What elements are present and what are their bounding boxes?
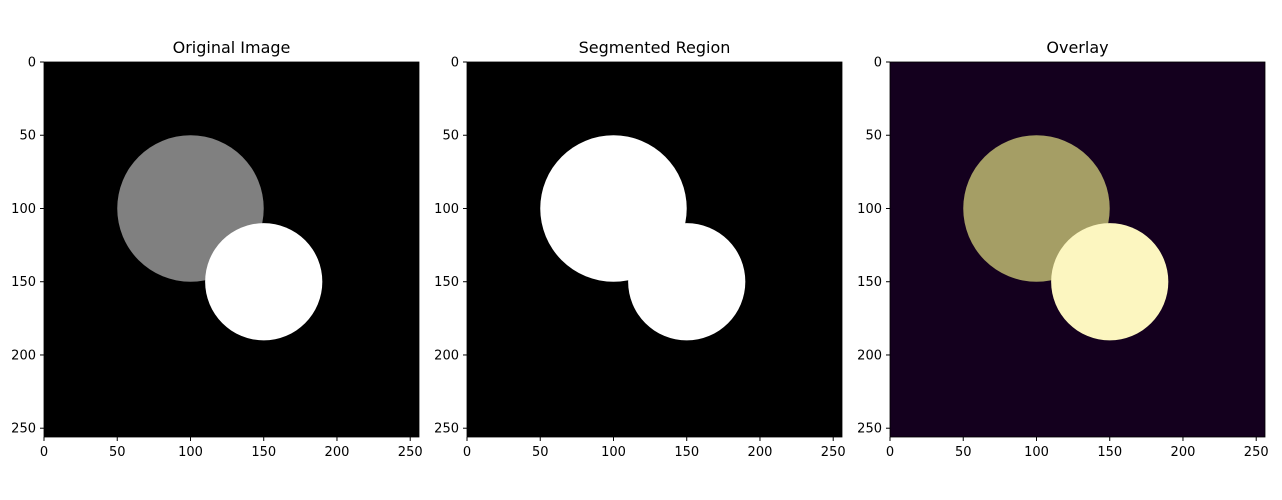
y-tick-label: 150 [434, 275, 459, 290]
panel-2: Segmented Region 0 50 100 150 200 250 0 50 100 150… [434, 38, 845, 460]
y-tick-label: 150 [11, 275, 36, 290]
image-content [963, 135, 1169, 341]
x-tick-label: 150 [674, 445, 699, 460]
panel-title: Original Image [173, 38, 291, 57]
x-tick-label: 50 [109, 445, 126, 460]
y-tick-label: 100 [857, 202, 882, 217]
y-tick-label: 0 [874, 56, 882, 71]
y-tick-label: 0 [28, 56, 36, 71]
x-tick-label: 50 [955, 445, 972, 460]
y-tick-label: 200 [434, 348, 459, 363]
x-tick-label: 150 [251, 445, 276, 460]
y-tick-label: 250 [857, 422, 882, 437]
y-tick-label: 250 [434, 422, 459, 437]
x-tick-label: 200 [1171, 445, 1196, 460]
y-tick-label: 200 [11, 348, 36, 363]
axes-frame [466, 61, 843, 438]
panel-title: Segmented Region [579, 38, 731, 57]
y-tick-label: 100 [434, 202, 459, 217]
y-tick-label: 100 [11, 202, 36, 217]
image-circle [1051, 223, 1169, 341]
x-tick-label: 0 [463, 445, 471, 460]
x-tick-label: 0 [886, 445, 894, 460]
x-tick-label: 200 [325, 445, 350, 460]
panel-title: Overlay [1046, 38, 1108, 57]
x-tick-label: 100 [178, 445, 203, 460]
panel-3: Overlay 0 50 100 150 200 250 0 50 100 150 200 250 [857, 38, 1268, 460]
y-tick-label: 50 [865, 129, 882, 144]
x-tick-label: 100 [601, 445, 626, 460]
y-tick-label: 0 [451, 56, 459, 71]
image-content [117, 135, 323, 341]
x-tick-label: 150 [1097, 445, 1122, 460]
x-tick-label: 100 [1024, 445, 1049, 460]
x-tick-label: 200 [748, 445, 773, 460]
x-tick-label: 50 [532, 445, 549, 460]
x-tick-label: 250 [821, 445, 846, 460]
y-tick-label: 50 [442, 129, 459, 144]
axes-frame [889, 61, 1266, 438]
image-circle [205, 223, 323, 341]
x-tick-label: 250 [398, 445, 423, 460]
image-content [540, 135, 746, 341]
x-tick-label: 250 [1244, 445, 1269, 460]
y-tick-label: 200 [857, 348, 882, 363]
y-tick-label: 150 [857, 275, 882, 290]
image-circle [628, 223, 746, 341]
y-tick-label: 50 [19, 129, 36, 144]
axes-frame [43, 61, 420, 438]
y-tick-label: 250 [11, 422, 36, 437]
x-tick-label: 0 [40, 445, 48, 460]
panel-1: Original Image 0 50 100 150 200 250 0 50 100 150 20… [11, 38, 422, 460]
